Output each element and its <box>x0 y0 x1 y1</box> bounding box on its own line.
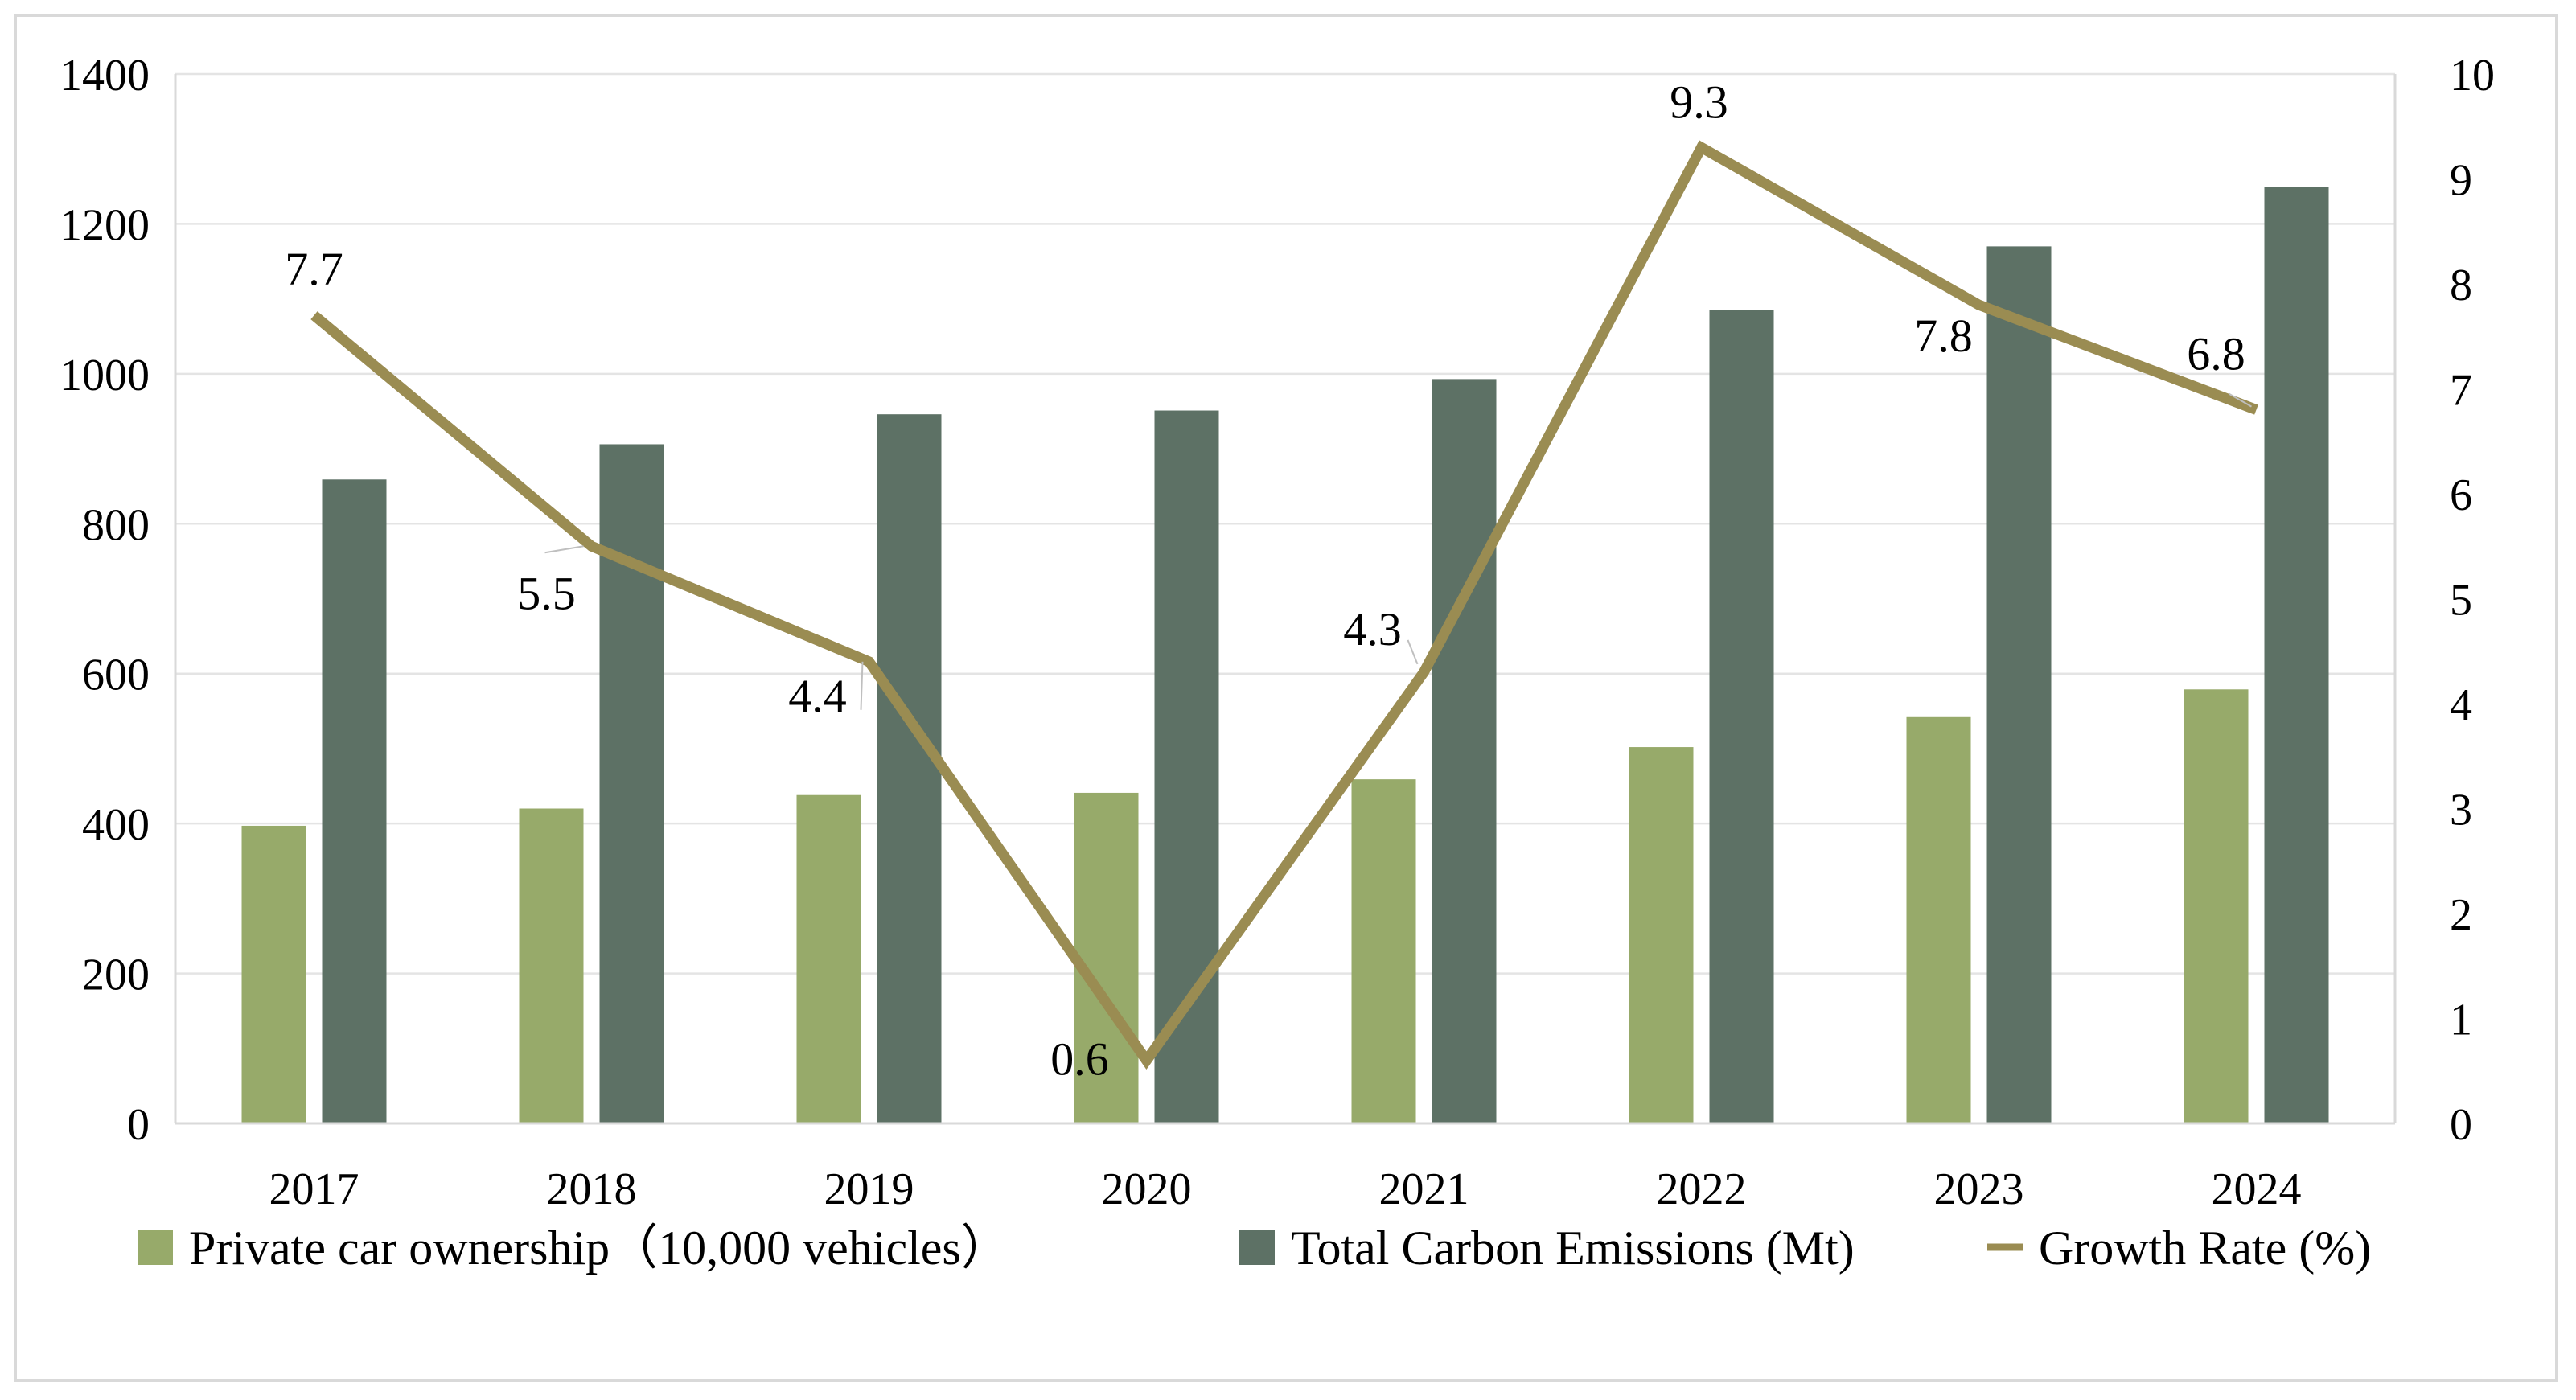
y-right-tick-label: 8 <box>2450 261 2472 310</box>
data-label-leader <box>1407 639 1419 665</box>
bar-total-carbon-emissions <box>877 414 942 1123</box>
gridlines <box>175 72 2395 975</box>
growth-rate-data-label: 7.8 <box>1914 310 1973 362</box>
y-right-tick-label: 3 <box>2450 786 2472 835</box>
y-right-tick-label: 1 <box>2450 996 2472 1045</box>
growth-rate-data-label: 0.6 <box>1050 1033 1109 1086</box>
bar-private-car-ownership <box>241 825 306 1123</box>
bar-private-car-ownership <box>1074 792 1139 1123</box>
x-tick-label: 2024 <box>2212 1164 2302 1214</box>
legend-label: Private car ownership（10,000 vehicles） <box>189 1221 1009 1275</box>
axes: 0 200 400 600 800 1000 1200 1400 0 1 2 3 4 5 6 7 8 9 10 201… <box>60 51 2495 1214</box>
y-left-tick-label: 800 <box>82 500 150 550</box>
data-label-leader <box>2229 392 2252 408</box>
bar-private-car-ownership <box>796 794 861 1123</box>
legend-label: Total Carbon Emissions (Mt) <box>1291 1221 1855 1275</box>
y-left-tick-label: 600 <box>82 651 150 700</box>
bar-total-carbon-emissions <box>599 444 664 1123</box>
y-right-tick-label: 9 <box>2450 156 2472 206</box>
growth-rate-data-label: 7.7 <box>285 243 343 295</box>
chart-frame: 0 200 400 600 800 1000 1200 1400 0 1 2 3 4 5 6 7 8 9 10 201… <box>14 14 2558 1382</box>
legend-swatch-private-car-ownership <box>138 1230 173 1265</box>
y-right-tick-label: 10 <box>2450 51 2495 101</box>
growth-rate-data-label: 9.3 <box>1670 76 1728 128</box>
bar-total-carbon-emissions <box>1154 410 1219 1124</box>
growth-rate-data-label: 5.5 <box>517 567 576 619</box>
bar-private-car-ownership <box>1906 716 1971 1123</box>
bar-private-car-ownership <box>1629 747 1694 1123</box>
growth-rate-data-label: 4.3 <box>1343 603 1402 655</box>
y-right-tick-label: 6 <box>2450 470 2472 520</box>
x-tick-label: 2022 <box>1657 1164 1747 1214</box>
y-right-tick-label: 0 <box>2450 1100 2472 1150</box>
bars <box>241 187 2329 1124</box>
x-tick-label: 2017 <box>269 1164 359 1214</box>
growth-rate-data-label: 4.4 <box>788 670 847 722</box>
y-left-tick-label: 0 <box>127 1100 150 1150</box>
y-right-tick-label: 5 <box>2450 576 2472 626</box>
legend-label: Growth Rate (%) <box>2039 1221 2371 1275</box>
x-tick-label: 2023 <box>1934 1164 2024 1214</box>
legend-swatch-total-carbon-emissions <box>1239 1230 1275 1265</box>
data-label-leader <box>860 661 864 710</box>
growth-rate-line <box>310 140 2258 1070</box>
y-left-tick-label: 200 <box>82 950 150 1000</box>
growth-rate-data-label: 6.8 <box>2187 328 2245 380</box>
y-right-tick-label: 2 <box>2450 890 2472 940</box>
y-right-tick-label: 7 <box>2450 366 2472 416</box>
y-right-tick-label: 4 <box>2450 680 2472 730</box>
growth-line <box>310 140 2258 1070</box>
bar-total-carbon-emissions <box>322 479 387 1123</box>
bar-total-carbon-emissions <box>2264 187 2329 1124</box>
x-tick-label: 2019 <box>824 1164 914 1214</box>
bar-total-carbon-emissions <box>1432 379 1497 1123</box>
y-left-tick-label: 400 <box>82 800 150 850</box>
bar-private-car-ownership <box>2184 689 2249 1123</box>
combo-chart: 0 200 400 600 800 1000 1200 1400 0 1 2 3 4 5 6 7 8 9 10 201… <box>60 51 2495 1275</box>
x-tick-label: 2021 <box>1379 1164 1469 1214</box>
x-tick-label: 2020 <box>1102 1164 1192 1214</box>
data-label-leader <box>544 545 584 554</box>
y-left-tick-label: 1200 <box>60 200 150 250</box>
y-left-tick-label: 1000 <box>60 351 150 400</box>
bar-private-car-ownership <box>519 808 584 1123</box>
bar-total-carbon-emissions <box>1709 310 1774 1123</box>
y-left-tick-label: 1400 <box>60 51 150 101</box>
data-labels: 7.7 5.5 4.4 0.6 4.3 9.3 7.8 6.8 <box>285 76 2252 1086</box>
bar-total-carbon-emissions <box>1986 246 2052 1124</box>
x-tick-label: 2018 <box>547 1164 637 1214</box>
bar-private-car-ownership <box>1351 779 1416 1123</box>
legend: Private car ownership（10,000 vehicles） To… <box>138 1221 2371 1275</box>
